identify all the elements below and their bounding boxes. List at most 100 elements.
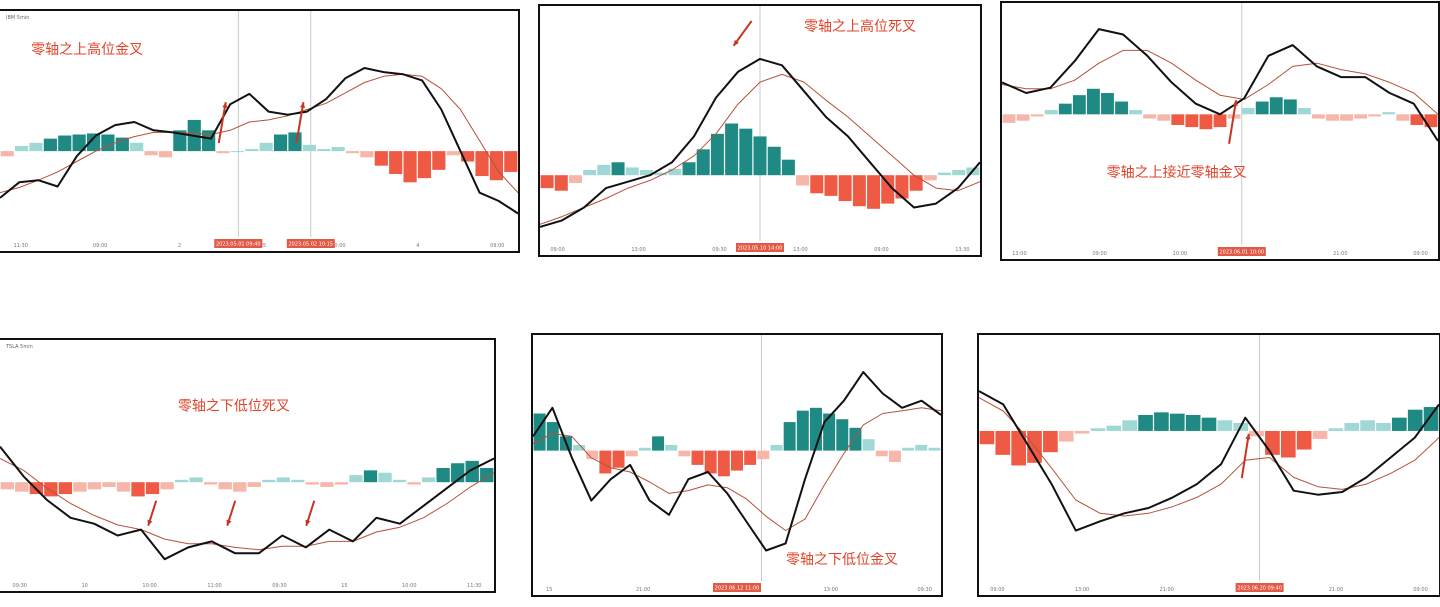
histogram-bar bbox=[625, 167, 639, 176]
annotation-arrowhead bbox=[300, 102, 306, 108]
histogram-bar bbox=[1217, 420, 1233, 431]
histogram-bar bbox=[682, 162, 696, 176]
histogram-bar bbox=[696, 149, 710, 176]
histogram-bar bbox=[770, 444, 783, 451]
histogram-bar bbox=[15, 482, 29, 492]
histogram-bar bbox=[979, 430, 995, 445]
histogram-bar bbox=[461, 151, 475, 162]
histogram-bar bbox=[717, 450, 730, 477]
macd-chart-2: 零轴之上高位死叉 09:00 13:00 09:30 13:00 09:00 13:30 20… bbox=[540, 6, 980, 253]
x-tick-label: 4 bbox=[416, 243, 419, 249]
histogram-bar bbox=[1199, 114, 1213, 130]
histogram-bar bbox=[174, 479, 189, 483]
histogram-bar bbox=[824, 175, 838, 196]
histogram-bar bbox=[739, 128, 753, 176]
histogram-bar bbox=[145, 482, 160, 495]
annotation-arrowhead bbox=[1245, 433, 1251, 440]
histogram-bar bbox=[1410, 114, 1424, 125]
x-tick-label: 11:00 bbox=[207, 583, 221, 589]
histogram-bar bbox=[691, 450, 704, 465]
histogram-bar bbox=[101, 134, 115, 152]
histogram-bar bbox=[58, 482, 73, 495]
histogram-bar bbox=[1382, 112, 1396, 115]
histogram-bar bbox=[173, 130, 187, 152]
histogram-bar bbox=[710, 133, 724, 176]
histogram-bar bbox=[1265, 430, 1280, 455]
histogram-bar bbox=[1312, 114, 1325, 119]
histogram-bar bbox=[909, 175, 923, 191]
histogram-bar bbox=[1115, 101, 1128, 115]
histogram-bar bbox=[678, 450, 691, 457]
x-tick-label: 09:00 bbox=[990, 587, 1004, 593]
date-badge-label: 2023.06.20 09:40 bbox=[1237, 586, 1282, 592]
histogram-bar bbox=[1328, 428, 1344, 431]
x-tick-label: 13:30 bbox=[955, 247, 969, 253]
histogram-bar bbox=[44, 482, 58, 497]
x-tick-label: 15 bbox=[341, 583, 347, 589]
histogram-bar bbox=[72, 134, 86, 152]
histogram-bar bbox=[291, 479, 305, 483]
histogram-bar bbox=[809, 407, 822, 451]
chart-panel-4: TSLA 5min 零轴之下低位死叉 09:30 10 10:00 11:00 09:30 1… bbox=[0, 338, 496, 593]
annotation-arrowhead bbox=[1232, 100, 1238, 106]
macd-line bbox=[979, 390, 1439, 532]
signal-line bbox=[540, 73, 980, 225]
histogram-bar bbox=[317, 149, 331, 152]
histogram-bar bbox=[144, 151, 158, 156]
x-tick-label: 21:00 bbox=[1333, 251, 1347, 257]
histogram-bar bbox=[1368, 114, 1382, 117]
histogram-bar bbox=[867, 175, 881, 209]
histogram-bar bbox=[218, 482, 232, 490]
histogram-bar bbox=[744, 450, 757, 465]
histogram-bar bbox=[247, 482, 261, 487]
histogram-bar bbox=[1326, 114, 1339, 121]
histogram-bar bbox=[888, 450, 901, 463]
x-tick-label: 09:00 bbox=[93, 243, 107, 249]
histogram-bar bbox=[0, 482, 14, 490]
histogram-bar bbox=[87, 482, 102, 490]
histogram-bar bbox=[915, 444, 928, 451]
histogram-bar bbox=[389, 151, 403, 174]
annotation-label: 零轴之上高位金叉 bbox=[31, 41, 143, 58]
histogram-bar bbox=[757, 450, 770, 460]
histogram-bar bbox=[349, 475, 363, 483]
date-badge bbox=[736, 243, 784, 252]
x-tick-label: 09:00 bbox=[550, 247, 564, 253]
x-tick-label: 13:00 bbox=[1012, 251, 1026, 257]
date-badge-label: 2023.05.10 14:00 bbox=[738, 246, 783, 252]
macd-chart-1: IBM 5min零轴之上高位金叉11:3009:00211:3510:00409… bbox=[0, 11, 518, 249]
x-tick-label: 10:00 bbox=[402, 583, 416, 589]
histogram-bar bbox=[432, 151, 446, 170]
signal-line bbox=[979, 397, 1439, 517]
histogram-bar bbox=[1283, 99, 1297, 115]
x-tick-label: 10 bbox=[81, 583, 87, 589]
histogram-bar bbox=[1154, 412, 1169, 431]
histogram-bar bbox=[1376, 422, 1391, 431]
date-badge bbox=[286, 239, 335, 248]
x-tick-label: 13:00 bbox=[631, 247, 645, 253]
histogram-bar bbox=[753, 136, 767, 176]
histogram-bar bbox=[583, 170, 597, 176]
histogram-bar bbox=[1011, 430, 1026, 466]
histogram-bar bbox=[1280, 430, 1296, 458]
x-tick-label: 13:00 bbox=[793, 247, 807, 253]
x-tick-label: 09:00 bbox=[1413, 251, 1427, 257]
annotation-arrow bbox=[1228, 100, 1238, 144]
histogram-bar bbox=[554, 175, 568, 191]
date-badge bbox=[1235, 583, 1284, 592]
x-tick-label: 09:30 bbox=[712, 247, 726, 253]
histogram-bar bbox=[1297, 107, 1311, 115]
x-tick-label: 10:00 bbox=[331, 243, 345, 249]
histogram-bar bbox=[654, 172, 668, 176]
histogram-bar bbox=[1201, 417, 1217, 431]
histogram-bar bbox=[611, 162, 625, 176]
x-tick-label: 2 bbox=[178, 243, 181, 249]
x-tick-label: 11:30 bbox=[467, 583, 481, 589]
histogram-bar bbox=[1255, 101, 1269, 115]
histogram-bar bbox=[417, 151, 432, 179]
histogram-bar bbox=[216, 151, 230, 154]
signal-line bbox=[0, 73, 518, 194]
annotation-arrowhead bbox=[147, 519, 153, 526]
x-tick-label: 09:00 bbox=[1092, 251, 1106, 257]
